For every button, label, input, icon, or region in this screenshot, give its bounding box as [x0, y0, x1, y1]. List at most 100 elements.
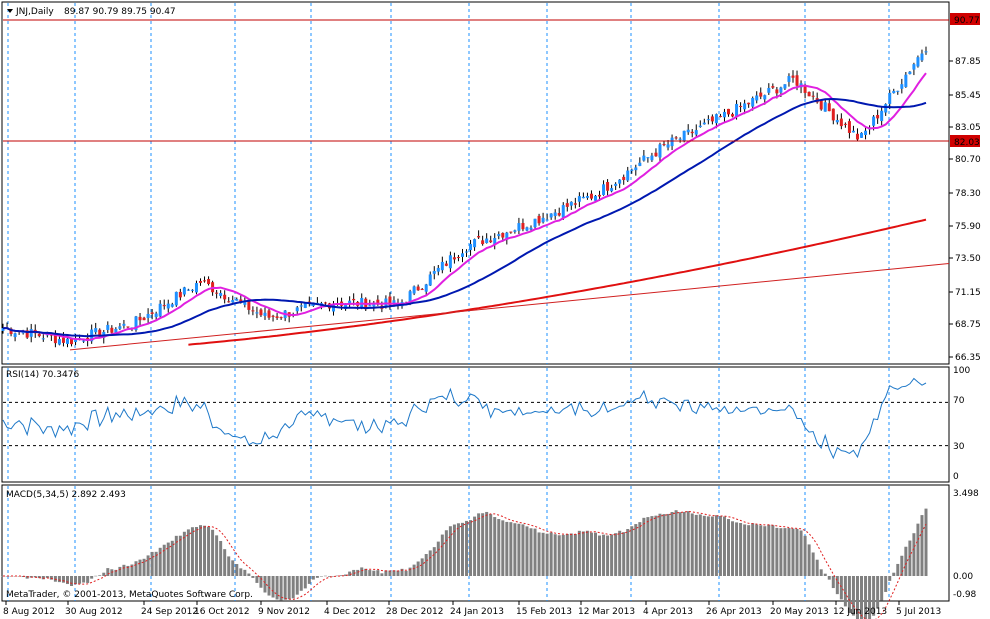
candle-body [847, 121, 851, 133]
macd-bar [819, 569, 823, 576]
macd-bar [283, 576, 287, 600]
macd-bar [94, 575, 98, 577]
x-tick-label: 4 Dec 2012 [324, 607, 376, 617]
candle-body [557, 212, 561, 216]
candle-body [372, 302, 376, 307]
macd-bar [630, 526, 634, 576]
macd-bar [178, 535, 182, 576]
candle-body [25, 330, 29, 338]
macd-bar [299, 576, 303, 591]
candle-body [408, 291, 412, 305]
candle-body [489, 240, 493, 243]
macd-bar [839, 576, 843, 600]
macd-bar [319, 576, 323, 577]
candle-body [303, 303, 307, 309]
macd-bar [634, 524, 638, 576]
candle-body [65, 338, 69, 344]
macd-bar [553, 534, 557, 576]
dropdown-triangle-icon[interactable] [7, 9, 13, 13]
macd-bar [146, 555, 150, 576]
macd-bar [408, 567, 412, 576]
candle-body [686, 129, 690, 133]
candle-body [485, 238, 489, 244]
macd-bar [388, 570, 392, 576]
candle-body [259, 309, 263, 316]
ma-slow-line [188, 218, 927, 346]
macd-bar [98, 575, 102, 576]
candle-body [767, 87, 771, 93]
macd-bar [843, 576, 847, 607]
candle-body [376, 299, 380, 305]
candle-body [880, 110, 884, 122]
candle-body [771, 86, 775, 88]
macd-bar [545, 533, 549, 576]
candle-body [473, 239, 477, 248]
macd-bar [231, 560, 235, 576]
macd-bar [255, 576, 259, 583]
macd-bar [880, 576, 884, 601]
candle-body [424, 284, 428, 292]
candle-body [70, 338, 74, 345]
candle-body [549, 213, 553, 218]
macd-bar [710, 516, 714, 576]
candle-body [444, 263, 448, 266]
candle-body [118, 326, 122, 329]
candle-body [74, 338, 78, 343]
macd-bar [477, 513, 481, 576]
rsi-tick-label: 70 [953, 396, 965, 406]
candle-body [851, 130, 855, 133]
candle-body [920, 53, 924, 61]
macd-bar [271, 576, 275, 598]
macd-tick-label: -0.98 [953, 590, 977, 600]
x-tick-label: 20 May 2013 [770, 607, 829, 617]
candle-body [29, 329, 33, 337]
macd-bar [275, 576, 279, 600]
macd-bar [154, 551, 158, 576]
macd-bar [303, 576, 307, 589]
macd-bar [452, 524, 456, 576]
macd-bar [65, 576, 69, 585]
candle-body [839, 118, 843, 127]
macd-bar [70, 576, 74, 586]
candle-body [614, 183, 618, 186]
candle-body [533, 218, 537, 228]
candle-body [469, 244, 473, 251]
candle-body [37, 333, 41, 337]
macd-bar [384, 570, 388, 576]
macd-bar [686, 511, 690, 576]
macd-bar [662, 514, 666, 576]
macd-bar [614, 533, 618, 576]
candle-body [207, 279, 211, 285]
macd-bar [243, 569, 247, 576]
candle-body [545, 219, 549, 221]
macd-bar [122, 564, 126, 576]
candle-body [827, 103, 831, 112]
candle-body [743, 103, 747, 110]
macd-bar [428, 550, 432, 576]
candle-body [416, 286, 420, 291]
macd-bar [920, 515, 924, 576]
candle-body [747, 102, 751, 105]
macd-bar [602, 534, 606, 576]
ma-fast-line [3, 72, 927, 342]
macd-tick-label: 3.498 [953, 489, 979, 499]
macd-bar [61, 576, 65, 583]
macd-bar [380, 573, 384, 576]
macd-bar [41, 576, 45, 580]
macd-bar [589, 532, 593, 576]
x-tick-label: 26 Apr 2013 [706, 607, 762, 617]
macd-bar [529, 528, 533, 576]
candle-body [561, 205, 565, 218]
macd-bar [654, 515, 658, 576]
y-tick-label: 73.50 [955, 254, 981, 264]
macd-bar [706, 516, 710, 576]
candle-body [759, 92, 763, 97]
candle-body [618, 179, 622, 184]
macd-bar [622, 532, 626, 576]
candle-body [678, 138, 682, 140]
macd-bar [851, 576, 855, 616]
candle-body [755, 95, 759, 101]
candle-body [9, 328, 13, 335]
